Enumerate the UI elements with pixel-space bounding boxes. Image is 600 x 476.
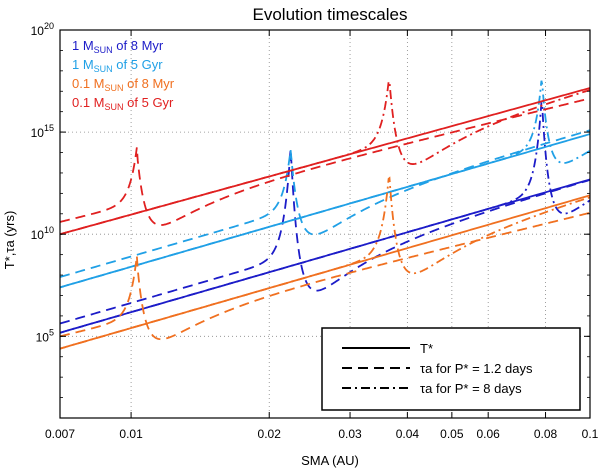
legend-mass: 0.1 M: [72, 76, 105, 91]
x-tick-label: 0.04: [396, 427, 420, 441]
y-tick-label: 1010: [31, 225, 54, 242]
series-line: [60, 97, 590, 226]
color-legend-entry: 1 MSUN of 8 Myr: [72, 38, 164, 55]
style-legend-label: T*: [420, 341, 433, 356]
legend-age: of 8 Myr: [124, 76, 175, 91]
y-tick-exp: 5: [49, 327, 54, 337]
x-tick-label: 0.1: [582, 427, 599, 441]
y-tick-base: 10: [31, 24, 45, 38]
x-tick-label: 0.06: [477, 427, 501, 441]
legend-sub: SUN: [105, 83, 124, 93]
series-layer: [60, 80, 590, 350]
series-line: [60, 80, 590, 236]
legend-sub: SUN: [94, 45, 113, 55]
y-tick-exp: 10: [44, 225, 54, 235]
x-tick-label: 0.03: [338, 427, 362, 441]
legend-age: of 8 Myr: [113, 38, 164, 53]
style-legend-label: τa for P* = 1.2 days: [420, 361, 533, 376]
chart-title: Evolution timescales: [253, 5, 408, 24]
y-tick-base: 10: [31, 126, 45, 140]
plot-frame: [59, 29, 591, 419]
series-line: [60, 211, 590, 341]
y-tick-base: 10: [36, 330, 50, 344]
y-tick-label: 1015: [31, 123, 54, 140]
series-line: [60, 194, 590, 350]
x-tick-label: 0.08: [534, 427, 558, 441]
legend-age: of 5 Gyr: [113, 57, 164, 72]
x-tick-label: 0.05: [440, 427, 464, 441]
x-tick-label: 0.007: [45, 427, 75, 441]
y-tick-label: 105: [36, 327, 54, 344]
series-line: [60, 80, 590, 289]
grid-layer: [60, 30, 590, 418]
x-tick-label: 0.01: [119, 427, 143, 441]
legend-mass: 0.1 M: [72, 95, 105, 110]
series-line: [60, 129, 590, 278]
style-legend-label: τa for P* = 8 days: [420, 381, 522, 396]
x-axis-label: SMA (AU): [301, 453, 359, 468]
color-legend-entry: 0.1 MSUN of 5 Gyr: [72, 95, 174, 112]
legend-age: of 5 Gyr: [124, 95, 175, 110]
y-tick-label: 1020: [31, 21, 54, 38]
x-tick-label: 0.02: [258, 427, 282, 441]
y-tick-exp: 15: [44, 123, 54, 133]
series-line: [60, 149, 590, 325]
y-tick-base: 10: [31, 228, 45, 242]
series-line: [60, 102, 590, 334]
axis-layer: 0.007 0.01 0.02 0.03 0.04 0.05 0.06 0.08 0.11051…: [31, 21, 599, 441]
color-legend-entry: 1 MSUN of 5 Gyr: [72, 57, 163, 74]
legend-mass: 1 M: [72, 57, 94, 72]
y-tick-exp: 20: [44, 21, 54, 31]
y-axis-label: T*,τa (yrs): [2, 211, 17, 270]
y-axis-label-text: T*,τa (yrs): [2, 211, 17, 270]
legend-mass: 1 M: [72, 38, 94, 53]
legend-sub: SUN: [94, 64, 113, 74]
color-legend-entry: 0.1 MSUN of 8 Myr: [72, 76, 175, 93]
legend-sub: SUN: [105, 102, 124, 112]
